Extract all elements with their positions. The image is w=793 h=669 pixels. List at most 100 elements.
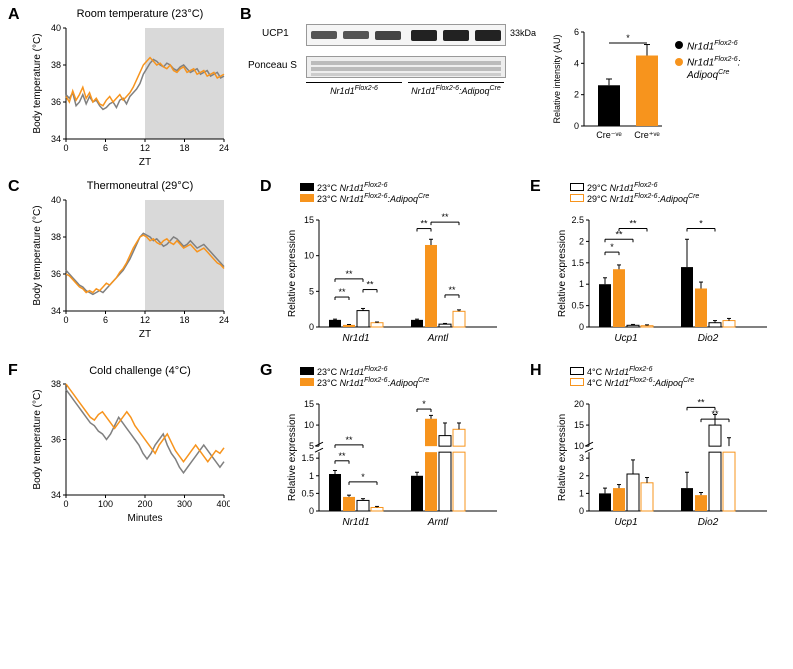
panel-B-barchart: 0246Relative intensity (AU)Cre⁻ᵛᵉCre⁺ᵛᵉ* [550,18,670,148]
svg-text:**: ** [345,269,353,279]
svg-text:2.5: 2.5 [571,215,584,225]
panel-F-label: F [8,362,18,380]
svg-text:10: 10 [304,420,314,430]
svg-text:6: 6 [574,27,579,37]
svg-text:Minutes: Minutes [127,513,162,523]
svg-text:38: 38 [51,60,61,70]
svg-text:0: 0 [309,322,314,332]
blot-group2: Nr1d1 [411,86,436,96]
svg-text:5: 5 [309,286,314,296]
panel-F-chart: 3436380100200300400MinutesBody temperatu… [30,378,230,523]
ucp1-label: UCP1 [262,28,289,39]
panel-D-legend: 23°C Nr1d1Flox2-6 23°C Nr1d1Flox2-6:Adip… [300,182,429,204]
svg-text:Body temperature (°C): Body temperature (°C) [32,389,43,489]
svg-text:34: 34 [51,490,61,500]
svg-text:*: * [626,33,630,43]
svg-text:Ucp1: Ucp1 [614,517,637,528]
svg-text:40: 40 [51,23,61,33]
svg-text:18: 18 [179,143,189,153]
svg-text:ZT: ZT [139,329,151,339]
svg-text:12: 12 [140,143,150,153]
svg-text:1: 1 [309,471,314,481]
panel-E-legend: 29°C Nr1d1Flox2-6 29°C Nr1d1Flox2-6:Adip… [570,182,699,204]
svg-text:0.5: 0.5 [571,301,584,311]
panel-G-legend: 23°C Nr1d1Flox2-6 23°C Nr1d1Flox2-6:Adip… [300,366,429,388]
svg-text:24: 24 [219,315,229,325]
svg-text:Body temperature (°C): Body temperature (°C) [32,33,43,133]
svg-text:0: 0 [579,506,584,516]
svg-text:0.5: 0.5 [301,488,314,498]
svg-text:**: ** [338,287,346,297]
svg-text:0: 0 [309,506,314,516]
svg-text:*: * [610,242,614,252]
svg-text:Arntl: Arntl [427,517,449,528]
svg-text:200: 200 [137,499,152,509]
svg-text:Dio2: Dio2 [698,517,719,528]
svg-text:**: ** [697,397,705,407]
svg-text:3: 3 [579,453,584,463]
svg-text:10: 10 [574,441,584,451]
svg-text:2: 2 [579,471,584,481]
svg-text:18: 18 [179,315,189,325]
svg-text:6: 6 [103,315,108,325]
svg-text:6: 6 [103,143,108,153]
svg-text:5: 5 [309,441,314,451]
svg-text:Relative expression: Relative expression [557,230,568,317]
panel-C-title: Thermoneutral (29°C) [60,180,220,192]
panel-E-label: E [530,178,541,196]
svg-text:Ucp1: Ucp1 [614,333,637,344]
panel-D-chart: 0 5 10 15 Relative expression Nr1d1 Arntl ** ** *… [285,192,505,347]
svg-text:Relative expression: Relative expression [287,414,298,501]
svg-text:**: ** [420,219,428,229]
svg-text:0: 0 [579,322,584,332]
svg-text:Cre⁻ᵛᵉ: Cre⁻ᵛᵉ [596,130,622,140]
svg-text:2: 2 [579,236,584,246]
svg-text:0: 0 [63,315,68,325]
svg-text:*: * [361,472,365,482]
svg-text:*: * [699,219,703,229]
svg-text:15: 15 [304,399,314,409]
panel-C-label: C [8,178,20,196]
svg-text:Nr1d1: Nr1d1 [342,333,369,344]
panel-A-title: Room temperature (23°C) [60,8,220,20]
ponceau-label: Ponceau S [248,60,297,71]
svg-text:**: ** [345,435,353,445]
panel-B-blot: UCP1 33kDa Ponceau S Nr1d1Flox2-6 Nr1d1F… [268,20,528,82]
svg-text:24: 24 [219,143,229,153]
svg-text:34: 34 [51,306,61,316]
svg-text:Arntl: Arntl [427,333,449,344]
svg-text:10: 10 [304,251,314,261]
svg-text:2: 2 [574,90,579,100]
svg-text:20: 20 [574,399,584,409]
svg-text:400: 400 [216,499,230,509]
svg-text:34: 34 [51,134,61,144]
svg-text:ZT: ZT [139,157,151,167]
svg-text:0: 0 [63,499,68,509]
blot-group1: Nr1d1 [330,86,355,96]
panel-D-label: D [260,178,272,196]
panel-H-legend: 4°C Nr1d1Flox2-6 4°C Nr1d1Flox2-6:Adipoq… [570,366,694,388]
svg-text:1: 1 [579,488,584,498]
mw-label: 33kDa [510,28,536,38]
svg-text:1.5: 1.5 [571,258,584,268]
svg-text:Relative expression: Relative expression [287,230,298,317]
svg-text:1: 1 [579,279,584,289]
svg-text:15: 15 [574,420,584,430]
svg-text:**: ** [711,409,719,419]
svg-text:36: 36 [51,97,61,107]
svg-text:**: ** [441,212,449,222]
svg-text:15: 15 [304,215,314,225]
svg-text:38: 38 [51,232,61,242]
panel-B-legend: Nr1d1Flox2-6 Nr1d1Flox2-6:AdipoqCre [675,40,740,81]
svg-text:300: 300 [177,499,192,509]
svg-text:Body temperature (°C): Body temperature (°C) [32,205,43,305]
panel-A-chart: 3436384006121824ZTBody temperature (°C) [30,22,230,167]
svg-text:40: 40 [51,195,61,205]
svg-text:**: ** [629,219,637,229]
svg-text:Relative expression: Relative expression [557,414,568,501]
svg-text:**: ** [366,280,374,290]
svg-text:Cre⁺ᵛᵉ: Cre⁺ᵛᵉ [634,130,660,140]
svg-text:38: 38 [51,379,61,389]
panel-G-chart: 00.511.551015Relative expressionNr1d1Arn… [285,376,505,531]
panel-A-label: A [8,6,20,24]
